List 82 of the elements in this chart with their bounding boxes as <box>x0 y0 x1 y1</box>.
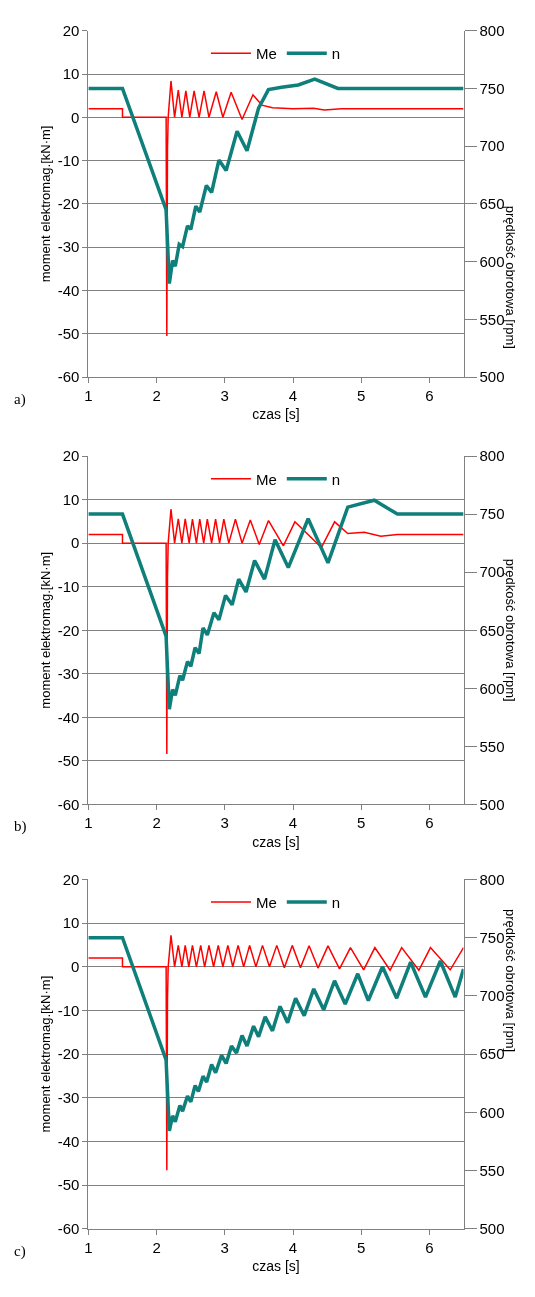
x-tick-label: 6 <box>425 1238 434 1256</box>
y-tick-label: -20 <box>57 621 80 639</box>
y2-tick-label: 600 <box>479 1103 505 1121</box>
y2-tick-label: 750 <box>479 928 505 946</box>
y2-axis-title: prędkość obrotowa [rpm] <box>503 205 519 349</box>
y-tick-label: -50 <box>57 325 80 343</box>
y-tick-label: 20 <box>62 870 80 888</box>
y2-tick-label: 700 <box>479 987 505 1005</box>
y-tick-label: -20 <box>57 195 80 213</box>
x-tick-label: 5 <box>357 814 366 832</box>
y-tick-label: -20 <box>57 1045 80 1063</box>
y-tick-label: 0 <box>71 958 80 976</box>
x-axis-title: czas [s] <box>252 1258 300 1275</box>
y-tick-label: -40 <box>57 708 80 726</box>
y2-tick-label: 500 <box>479 1220 505 1238</box>
y-tick-label: 20 <box>62 447 80 465</box>
y-tick-label: -10 <box>57 151 80 169</box>
y2-tick-label: 650 <box>479 195 505 213</box>
y2-tick-label: 750 <box>479 505 505 523</box>
y-tick-label: 10 <box>62 490 80 508</box>
y-tick-label: 10 <box>62 914 80 932</box>
x-tick-label: 1 <box>84 387 93 405</box>
legend-label: n <box>331 893 341 911</box>
x-tick-label: 5 <box>357 1238 366 1256</box>
x-tick-label: 1 <box>84 814 93 832</box>
text: c) <box>14 1243 26 1260</box>
x-tick-label: 3 <box>220 1238 229 1256</box>
y-tick-label: -30 <box>57 665 80 683</box>
y2-tick-label: 500 <box>479 368 505 386</box>
y-axis-title: moment elektromag.[kN·m] <box>37 125 53 283</box>
y2-tick-label: 700 <box>479 137 505 155</box>
y2-tick-label: 800 <box>479 21 505 39</box>
y2-tick-label: 650 <box>479 621 505 639</box>
y2-axis-title: prędkość obrotowa [rpm] <box>503 909 519 1053</box>
legend-label: Me <box>255 893 277 911</box>
y-tick-label: -50 <box>57 1176 80 1194</box>
x-tick-label: 6 <box>425 814 434 832</box>
text: b) <box>14 818 27 835</box>
y2-tick-label: 700 <box>479 563 505 581</box>
x-tick-label: 4 <box>288 1238 298 1256</box>
legend-label: Me <box>255 45 277 63</box>
x-tick-label: 2 <box>152 387 161 405</box>
legend-label: n <box>331 45 341 63</box>
y-tick-label: 0 <box>71 534 80 552</box>
y-tick-label: 0 <box>71 108 80 126</box>
x-tick-label: 1 <box>84 1238 93 1256</box>
text: a) <box>14 391 26 408</box>
y-tick-label: -60 <box>57 368 80 386</box>
y-tick-label: -40 <box>57 1132 80 1150</box>
x-tick-label: 6 <box>425 387 434 405</box>
x-tick-label: 3 <box>220 814 229 832</box>
x-tick-label: 2 <box>152 814 161 832</box>
x-tick-label: 3 <box>220 387 229 405</box>
y-tick-label: -30 <box>57 1089 80 1107</box>
y-tick-label: -60 <box>57 795 80 813</box>
y2-tick-label: 550 <box>479 737 505 755</box>
y2-tick-label: 800 <box>479 447 505 465</box>
x-tick-label: 4 <box>288 814 298 832</box>
y-tick-label: 10 <box>62 65 80 83</box>
y2-tick-label: 550 <box>479 1161 505 1179</box>
y-tick-label: -30 <box>57 238 80 256</box>
y-axis-title: moment elektromag.[kN·m] <box>37 551 53 709</box>
y-tick-label: 20 <box>62 21 80 39</box>
x-tick-label: 5 <box>357 387 366 405</box>
y2-tick-label: 750 <box>479 79 505 97</box>
y2-tick-label: 600 <box>479 252 505 270</box>
y-tick-label: -40 <box>57 281 80 299</box>
y2-tick-label: 800 <box>479 870 505 888</box>
x-tick-label: 2 <box>152 1238 161 1256</box>
y-tick-label: -50 <box>57 752 80 770</box>
y-tick-label: -60 <box>57 1220 80 1238</box>
y2-tick-label: 600 <box>479 679 505 697</box>
x-axis-title: czas [s] <box>252 406 300 423</box>
y-tick-label: -10 <box>57 1001 80 1019</box>
legend-label: Me <box>255 470 277 488</box>
x-tick-label: 4 <box>288 387 298 405</box>
y-axis-title: moment elektromag.[kN·m] <box>37 975 53 1133</box>
y2-tick-label: 550 <box>479 310 505 328</box>
legend-label: n <box>331 470 341 488</box>
y-tick-label: -10 <box>57 577 80 595</box>
x-axis-title: czas [s] <box>252 833 300 850</box>
y2-tick-label: 500 <box>479 795 505 813</box>
